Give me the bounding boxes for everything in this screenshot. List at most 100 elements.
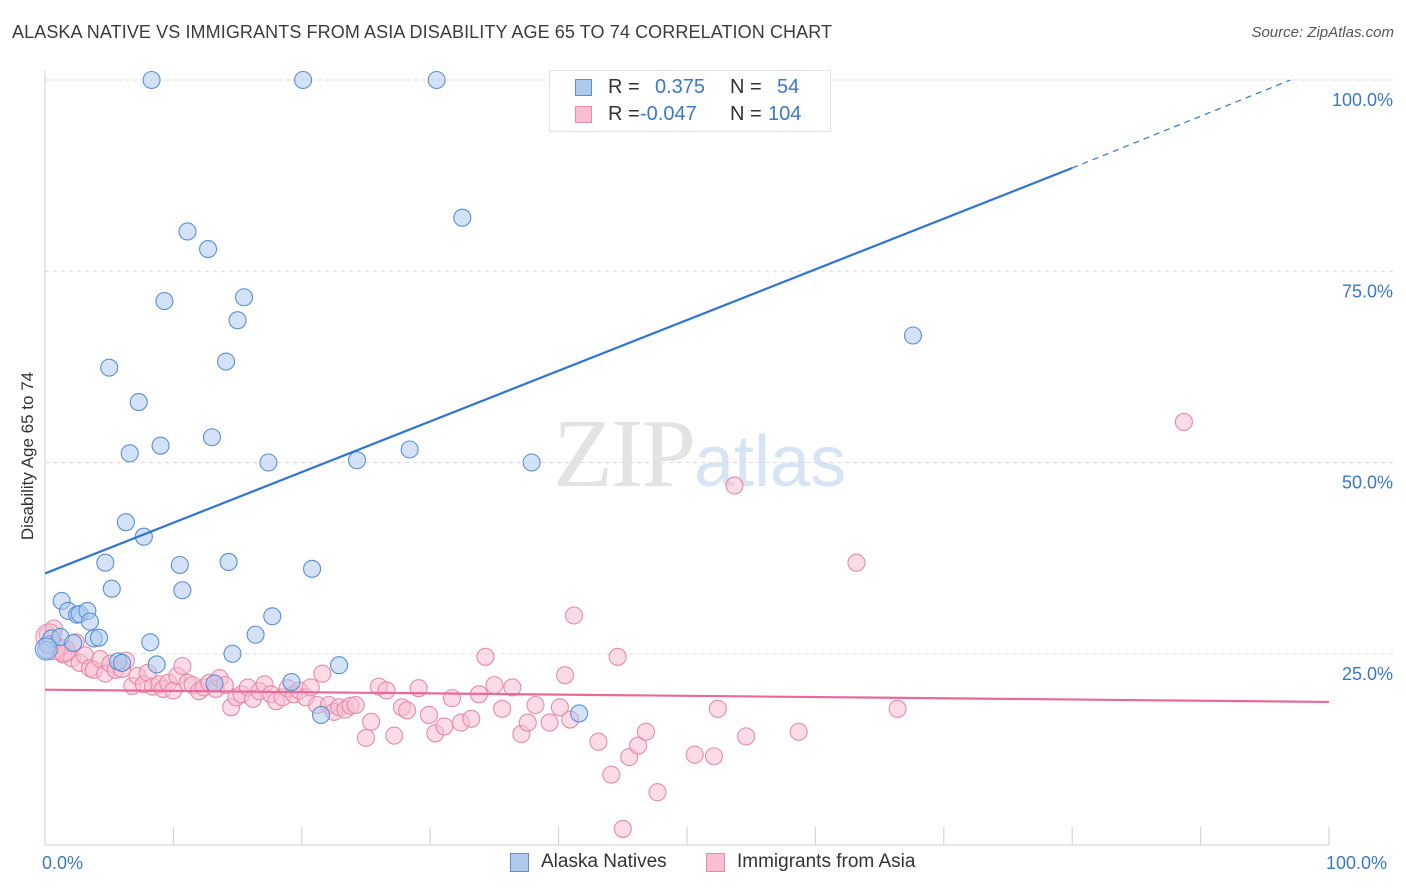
y-tick-labels: 25.0% 50.0% 75.0% 100.0% [1332, 90, 1393, 684]
legend-swatch-blue [575, 79, 592, 96]
x-tick-min: 0.0% [42, 853, 84, 873]
data-point-alaska-natives [80, 612, 99, 631]
data-point-alaska-natives [427, 70, 446, 90]
y-tick-label: 100.0% [1332, 90, 1393, 110]
correlation-legend: R = 0.375 N = 54 R = -0.047 N = 104 [549, 70, 831, 132]
data-point-alaska-natives [259, 453, 278, 472]
data-point-immigrants-from-asia [385, 726, 404, 745]
data-point-alaska-natives [205, 674, 224, 693]
data-point-alaska-natives [400, 440, 419, 459]
data-point-immigrants-from-asia [313, 664, 332, 683]
y-tick-label: 25.0% [1342, 664, 1393, 684]
legend-n-value: 54 [777, 76, 800, 98]
data-point-immigrants-from-asia [555, 666, 575, 685]
data-point-alaska-natives [147, 655, 166, 674]
data-point-immigrants-from-asia [725, 476, 744, 495]
data-point-immigrants-from-asia [503, 678, 522, 697]
legend-n-label: N = [730, 103, 762, 125]
data-point-immigrants-from-asia [526, 695, 545, 715]
legend-r-label: R = [608, 103, 640, 125]
data-point-alaska-natives [170, 555, 189, 575]
data-point-alaska-natives [89, 628, 108, 647]
data-point-immigrants-from-asia [462, 709, 481, 728]
data-point-alaska-natives [199, 240, 218, 259]
data-point-alaska-natives [151, 436, 170, 455]
data-point-alaska-natives [116, 513, 135, 532]
data-point-immigrants-from-asia [419, 705, 438, 725]
data-point-immigrants-from-asia [173, 656, 192, 676]
data-point-alaska-natives [294, 70, 313, 90]
data-point-alaska-natives [903, 326, 923, 345]
series-alaska-natives [34, 70, 923, 725]
data-point-immigrants-from-asia [613, 819, 632, 838]
series-immigrants-from-asia [35, 412, 1193, 838]
data-point-immigrants-from-asia [356, 728, 376, 747]
legend-n-value: 104 [768, 103, 802, 125]
data-point-alaska-natives [34, 637, 58, 661]
trend-line-alaska-natives [44, 166, 1073, 575]
data-point-alaska-natives [120, 444, 139, 463]
data-point-immigrants-from-asia [1174, 412, 1193, 432]
data-point-alaska-natives [228, 311, 247, 330]
x-tick-max: 100.0% [1326, 853, 1388, 873]
data-point-immigrants-from-asia [485, 676, 504, 695]
legend-row-alaska-natives: R = 0.375 N = 54 [550, 74, 830, 101]
data-point-alaska-natives [303, 559, 322, 578]
data-point-immigrants-from-asia [847, 553, 866, 572]
data-point-immigrants-from-asia [362, 712, 381, 731]
y-axis-label: Disability Age 65 to 74 [18, 371, 37, 541]
data-point-alaska-natives [112, 653, 132, 672]
data-point-alaska-natives [178, 222, 197, 241]
data-point-immigrants-from-asia [704, 747, 724, 766]
data-point-alaska-natives [64, 633, 83, 653]
data-point-alaska-natives [282, 673, 301, 692]
data-point-immigrants-from-asia [493, 699, 512, 718]
data-point-immigrants-from-asia [442, 689, 462, 708]
data-point-alaska-natives [202, 428, 221, 447]
watermark-zip: ZIP [553, 400, 696, 508]
data-point-immigrants-from-asia [888, 699, 907, 718]
legend-n-label: N = [730, 76, 762, 98]
data-point-alaska-natives [102, 579, 121, 598]
data-point-immigrants-from-asia [737, 727, 756, 746]
data-point-immigrants-from-asia [564, 606, 584, 625]
data-point-immigrants-from-asia [636, 722, 655, 741]
data-point-alaska-natives [142, 70, 161, 90]
data-point-immigrants-from-asia [435, 717, 454, 736]
chart-title: ALASKA NATIVE VS IMMIGRANTS FROM ASIA DI… [12, 22, 833, 42]
data-point-alaska-natives [246, 625, 265, 644]
legend-row-immigrants-from-asia: R = -0.047 N = 104 [550, 101, 830, 128]
trend-line-immigrants-from-asia [44, 688, 1330, 704]
data-point-alaska-natives [522, 453, 541, 472]
y-tick-label: 75.0% [1342, 281, 1393, 301]
data-point-immigrants-from-asia [589, 732, 608, 751]
data-point-alaska-natives [173, 581, 192, 600]
legend-swatch-pink [575, 106, 592, 123]
data-point-alaska-natives [216, 352, 236, 371]
data-point-alaska-natives [219, 552, 238, 572]
data-point-immigrants-from-asia [608, 647, 627, 666]
data-point-alaska-natives [129, 393, 148, 412]
y-tick-label: 50.0% [1342, 473, 1393, 493]
data-point-alaska-natives [312, 705, 331, 725]
data-point-alaska-natives [347, 451, 367, 470]
data-point-alaska-natives [223, 644, 242, 663]
data-point-immigrants-from-asia [629, 736, 648, 755]
legend-r-label: R = [608, 76, 640, 98]
data-point-alaska-natives [141, 633, 160, 652]
data-point-alaska-natives [96, 553, 115, 572]
data-point-alaska-natives [100, 358, 119, 377]
axis-layer [44, 70, 1330, 846]
zipatlas-watermark: ZIPatlas [553, 398, 846, 510]
data-point-alaska-natives [570, 704, 589, 723]
data-point-immigrants-from-asia [685, 745, 704, 764]
data-point-immigrants-from-asia [540, 713, 559, 732]
data-point-immigrants-from-asia [398, 701, 417, 720]
data-point-alaska-natives [329, 656, 349, 675]
data-point-immigrants-from-asia [518, 713, 537, 732]
bottom-legend-alaska-natives: Alaska Natives [541, 851, 667, 872]
data-point-alaska-natives [234, 288, 254, 307]
data-point-immigrants-from-asia [377, 681, 396, 700]
bottom-legend-swatch-pink [706, 853, 725, 872]
